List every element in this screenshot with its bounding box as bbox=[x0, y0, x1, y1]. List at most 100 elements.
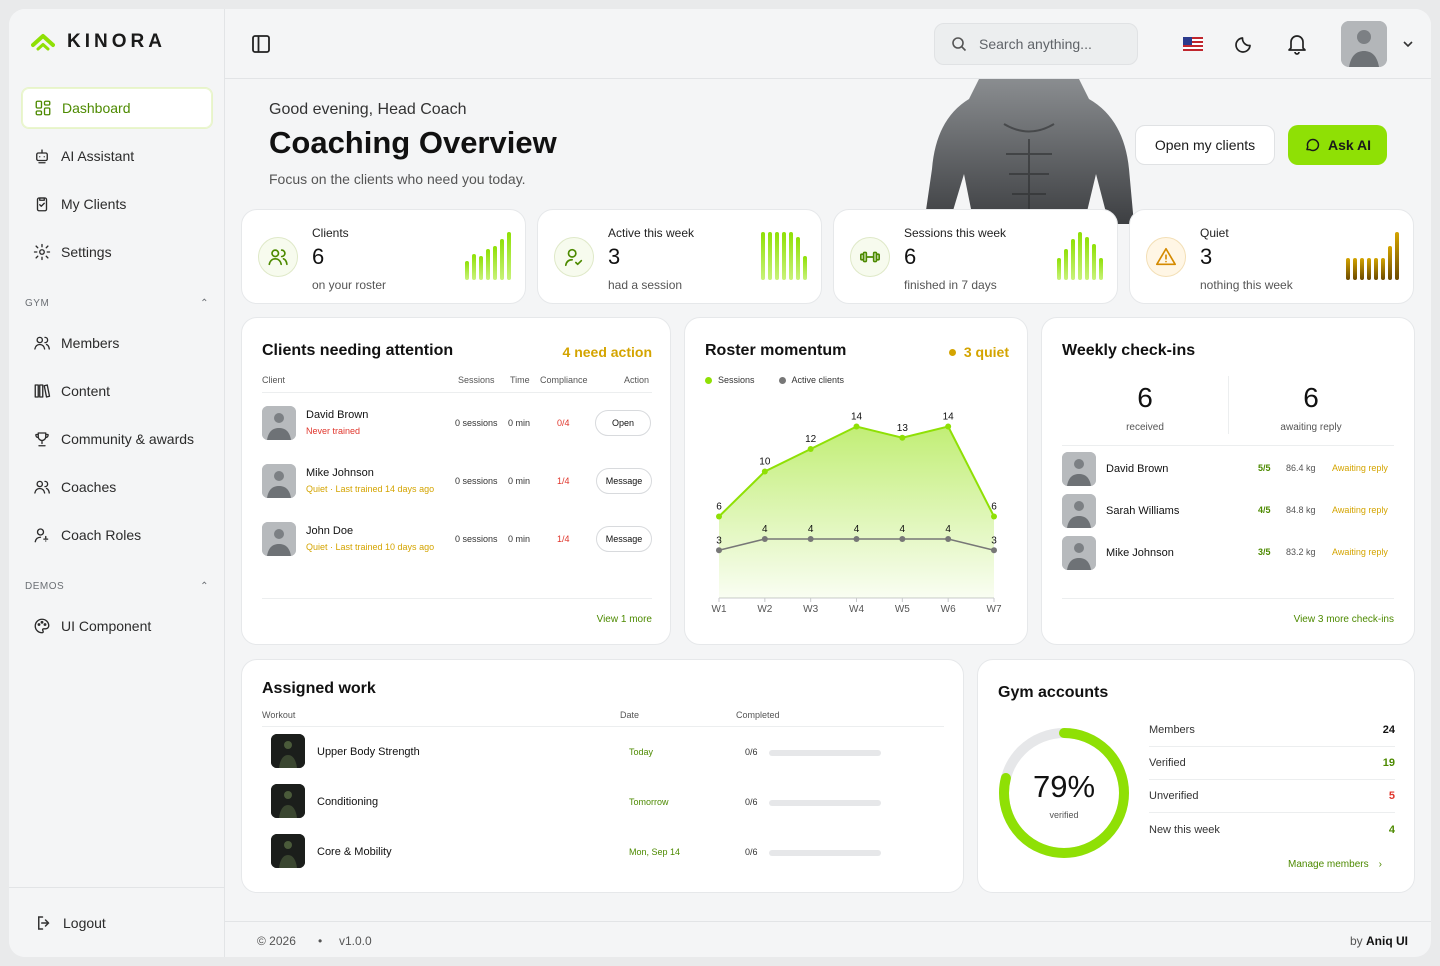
ask-ai-button[interactable]: Ask AI bbox=[1288, 125, 1387, 165]
sidebar-toggle-icon[interactable] bbox=[251, 34, 271, 54]
compliance-cell: 0/4 bbox=[557, 418, 570, 428]
view-more-attention-link[interactable]: View 1 more bbox=[596, 614, 652, 625]
avatar bbox=[262, 464, 296, 498]
greeting: Good evening, Head Coach bbox=[269, 101, 467, 118]
checkin-name[interactable]: Sarah Williams bbox=[1106, 505, 1180, 517]
legend-label: Active clients bbox=[791, 375, 845, 385]
legend-label: Sessions bbox=[718, 375, 755, 385]
checkin-name[interactable]: Mike Johnson bbox=[1106, 547, 1174, 559]
account-stat-label: Verified bbox=[1149, 757, 1186, 769]
stat-card-quiet[interactable]: Quiet 3 nothing this week bbox=[1129, 209, 1414, 304]
checkin-name[interactable]: David Brown bbox=[1106, 463, 1169, 475]
message-button[interactable]: Message bbox=[596, 526, 652, 552]
active-clients-point bbox=[945, 536, 952, 542]
stat-subtitle: on your roster bbox=[312, 278, 387, 292]
x-tick-label: W7 bbox=[987, 604, 1002, 615]
x-tick-label: W4 bbox=[849, 604, 864, 615]
active-clients-point bbox=[761, 536, 768, 542]
stat-bar bbox=[768, 232, 772, 280]
stat-bar bbox=[782, 232, 786, 280]
stat-bar bbox=[507, 232, 511, 280]
chevron-down-icon[interactable] bbox=[1402, 39, 1414, 49]
brand-logo[interactable]: KINORA bbox=[31, 31, 166, 53]
completion-progress bbox=[769, 800, 881, 806]
checkin-status[interactable]: Awaiting reply bbox=[1332, 547, 1388, 557]
sidebar-item-ui-component[interactable]: UI Component bbox=[21, 605, 213, 647]
manage-members-link[interactable]: Manage members › bbox=[1288, 859, 1382, 870]
gym-section-label[interactable]: GYM ⌃ bbox=[25, 298, 209, 309]
client-name[interactable]: David Brown bbox=[306, 409, 369, 421]
sidebar-item-settings[interactable]: Settings bbox=[21, 231, 213, 273]
search-input[interactable]: Search anything... bbox=[934, 23, 1138, 65]
credit-author[interactable]: Aniq UI bbox=[1366, 934, 1408, 948]
client-note: Quiet · Last trained 10 days ago bbox=[306, 542, 435, 552]
checkin-status[interactable]: Awaiting reply bbox=[1332, 505, 1388, 515]
col-action: Action bbox=[624, 375, 650, 385]
stat-card-sessions-this-week[interactable]: Sessions this week 6 finished in 7 days bbox=[833, 209, 1118, 304]
bell-icon[interactable] bbox=[1287, 33, 1307, 55]
stat-card-active-this-week[interactable]: Active this week 3 had a session bbox=[537, 209, 822, 304]
sidebar-item-content[interactable]: Content bbox=[21, 370, 213, 412]
open-button[interactable]: Open bbox=[595, 410, 651, 436]
stat-title: Clients bbox=[312, 226, 349, 240]
account-stat-row: Members 24 bbox=[1149, 714, 1395, 747]
stat-card-clients[interactable]: Clients 6 on your roster bbox=[241, 209, 526, 304]
search-icon bbox=[952, 37, 967, 52]
sessions-point bbox=[853, 423, 860, 430]
col-date: Date bbox=[620, 710, 640, 720]
attention-badge: 4 need action bbox=[562, 344, 652, 360]
workout-name[interactable]: Conditioning bbox=[317, 796, 379, 808]
checkin-status[interactable]: Awaiting reply bbox=[1332, 463, 1388, 473]
demos-section-label[interactable]: DEMOS ⌃ bbox=[25, 581, 209, 592]
active-clients-point bbox=[991, 547, 997, 554]
sidebar-item-my-clients[interactable]: My Clients bbox=[21, 183, 213, 225]
col-sessions: Sessions bbox=[458, 375, 495, 385]
user-avatar[interactable] bbox=[1341, 21, 1387, 67]
workout-completed: 0/6 bbox=[745, 797, 758, 807]
client-name[interactable]: John Doe bbox=[306, 525, 354, 537]
workout-name[interactable]: Upper Body Strength bbox=[317, 746, 420, 758]
sidebar-item-members[interactable]: Members bbox=[21, 322, 213, 364]
open-clients-button[interactable]: Open my clients bbox=[1135, 125, 1275, 165]
account-stat-value: 4 bbox=[1388, 823, 1395, 836]
stat-bar bbox=[761, 232, 765, 280]
sidebar-item-dashboard[interactable]: Dashboard bbox=[21, 87, 213, 129]
sessions-data-label: 12 bbox=[805, 434, 817, 445]
topbar: Search anything... bbox=[225, 9, 1431, 79]
sidebar-item-coaches[interactable]: Coaches bbox=[21, 466, 213, 508]
stat-bar bbox=[1057, 258, 1061, 280]
stat-icon bbox=[258, 237, 298, 277]
compliance-cell: 1/4 bbox=[557, 476, 570, 486]
workout-name[interactable]: Core & Mobility bbox=[317, 846, 392, 858]
avatar bbox=[262, 522, 296, 556]
sessions-point bbox=[945, 423, 952, 430]
gym-accounts-title: Gym accounts bbox=[998, 684, 1109, 701]
page-title: Coaching Overview bbox=[269, 125, 557, 160]
message-button[interactable]: Message bbox=[596, 468, 652, 494]
client-name[interactable]: Mike Johnson bbox=[306, 467, 374, 479]
divider bbox=[1062, 445, 1394, 446]
view-more-checkins-link[interactable]: View 3 more check-ins bbox=[1293, 614, 1394, 625]
moon-icon[interactable] bbox=[1235, 33, 1255, 53]
dashboard-icon bbox=[35, 100, 51, 116]
workout-date: Mon, Sep 14 bbox=[629, 847, 681, 857]
sessions-area bbox=[719, 426, 994, 598]
checkin-score: 5/5 bbox=[1258, 463, 1271, 473]
sidebar-item-ai-assistant[interactable]: AI Assistant bbox=[21, 135, 213, 177]
sidebar-item-community-awards[interactable]: Community & awards bbox=[21, 418, 213, 460]
sidebar-item-coach-roles[interactable]: Coach Roles bbox=[21, 514, 213, 556]
legend-sessions: Sessions bbox=[705, 375, 755, 385]
stat-bar bbox=[1388, 246, 1392, 280]
sessions-cell: 0 sessions bbox=[455, 418, 498, 428]
dumbbell-icon bbox=[860, 251, 880, 263]
us-flag-icon[interactable] bbox=[1183, 37, 1203, 51]
stat-value: 6 bbox=[312, 244, 325, 269]
users-icon bbox=[268, 249, 288, 266]
logout-button[interactable]: Logout bbox=[9, 887, 225, 957]
stat-bar bbox=[465, 260, 469, 280]
footer-separator: • bbox=[318, 934, 323, 948]
athlete-image bbox=[924, 79, 1134, 224]
stat-bar bbox=[796, 236, 800, 280]
sessions-point bbox=[716, 513, 722, 520]
manage-members-label: Manage members bbox=[1288, 859, 1369, 870]
